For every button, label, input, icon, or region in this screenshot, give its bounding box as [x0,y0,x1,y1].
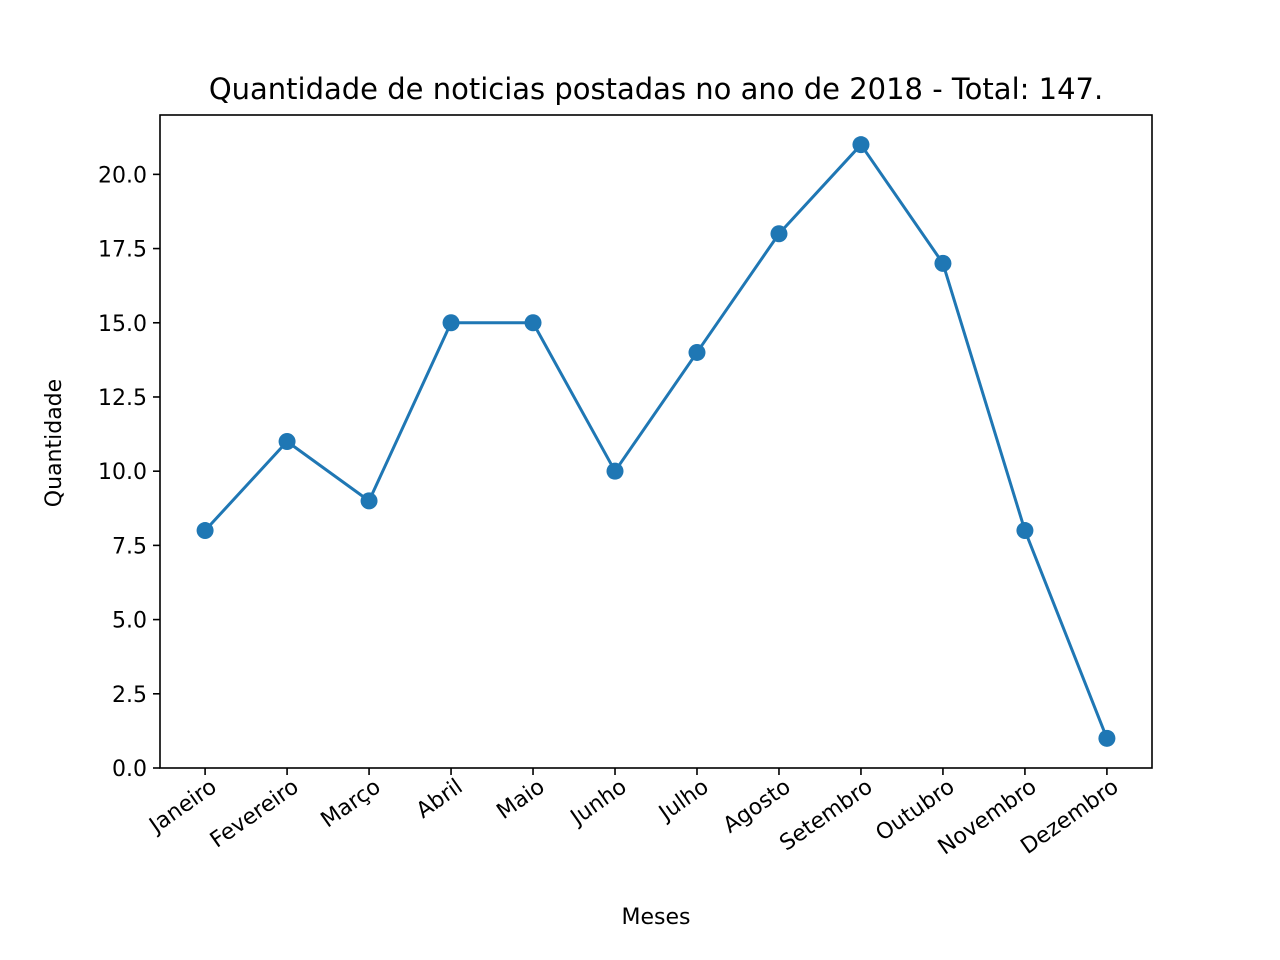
data-point-junho [606,462,624,480]
x-tick-label: Julho [653,774,713,827]
data-point-setembro [852,136,870,154]
y-tick-label: 5.0 [112,609,147,634]
x-axis-label: Meses [622,905,691,930]
y-tick-label: 20.0 [98,163,147,188]
y-tick-label: 7.5 [112,534,147,559]
x-tick-label: Abril [412,774,468,823]
data-point-julho [688,343,706,361]
data-point-outubro [934,254,952,272]
y-tick-label: 2.5 [112,683,147,708]
x-tick-label: Maio [492,774,549,824]
y-axis-label: Quantidade [42,379,67,507]
y-tick-label: 17.5 [98,238,147,263]
x-tick-label: Junho [565,774,632,831]
data-point-janeiro [196,522,214,540]
chart-title: Quantidade de noticias postadas no ano d… [209,72,1103,106]
data-point-maio [524,314,542,332]
data-point-dezembro [1098,729,1116,747]
data-point-agosto [770,225,788,243]
plot-area [196,136,1116,747]
series-line [202,143,1109,741]
x-tick-label: Setembro [775,774,877,856]
y-tick-label: 15.0 [98,312,147,337]
y-tick-label: 12.5 [98,386,147,411]
data-point-março [360,492,378,510]
y-tick-label: 0.0 [112,757,147,782]
data-point-fevereiro [278,433,296,450]
x-tick-label: Fevereiro [206,774,304,853]
y-axis: 0.0 2.5 5.0 7.5 10.0 12.5 15.0 17.5 20.0 [98,163,160,782]
x-tick-label: Março [317,774,386,833]
y-tick-label: 10.0 [98,460,147,485]
data-point-novembro [1016,522,1034,540]
data-point-abril [442,314,460,332]
axes-frame [159,114,1153,769]
